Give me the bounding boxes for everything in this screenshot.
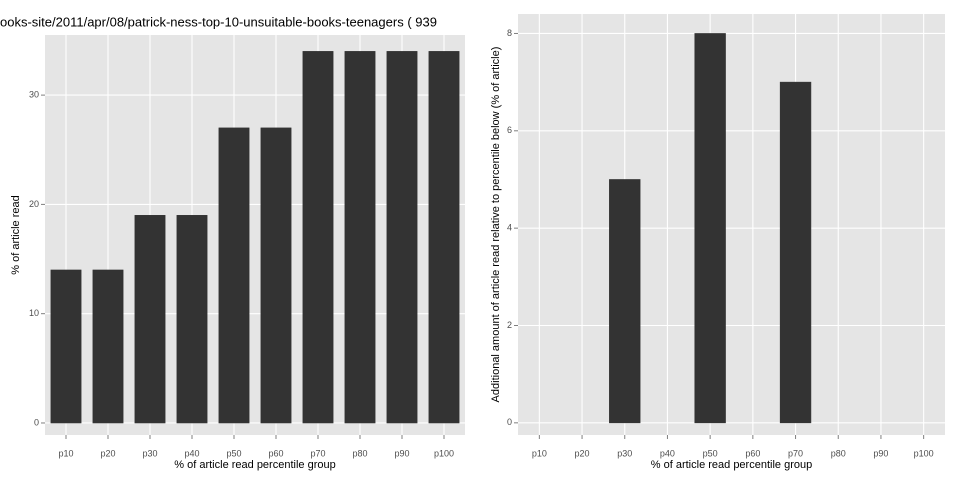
bar bbox=[694, 33, 726, 424]
bar bbox=[134, 215, 166, 424]
x-tick-label: p20 bbox=[100, 448, 115, 458]
y-tick-label: 0 bbox=[507, 417, 512, 427]
bar bbox=[428, 51, 460, 424]
bar bbox=[344, 51, 376, 424]
y-tick-label: 6 bbox=[507, 125, 512, 135]
y-axis-title: % of article read bbox=[10, 195, 22, 274]
y-tick-label: 0 bbox=[34, 417, 39, 427]
x-tick-label: p10 bbox=[58, 448, 73, 458]
y-tick-label: 4 bbox=[507, 223, 512, 233]
bar bbox=[176, 215, 208, 424]
x-tick-label: p80 bbox=[352, 448, 367, 458]
plot-panel bbox=[518, 14, 945, 435]
bar bbox=[218, 127, 250, 424]
x-tick-label: p50 bbox=[703, 448, 718, 458]
bar bbox=[609, 179, 641, 424]
bar bbox=[50, 269, 82, 424]
chart-title: ooks-site/2011/apr/08/patrick-ness-top-1… bbox=[0, 14, 437, 29]
x-tick-label: p100 bbox=[914, 448, 934, 458]
x-tick-label: p100 bbox=[434, 448, 454, 458]
x-tick-label: p20 bbox=[575, 448, 590, 458]
x-tick-label: p10 bbox=[532, 448, 547, 458]
x-axis-title: % of article read percentile group bbox=[651, 459, 812, 471]
x-tick-label: p40 bbox=[660, 448, 675, 458]
bar bbox=[92, 269, 124, 424]
bar bbox=[779, 81, 812, 424]
x-tick-label: p90 bbox=[394, 448, 409, 458]
y-axis-title: Additional amount of article read relati… bbox=[490, 47, 502, 403]
x-tick-label: p50 bbox=[226, 448, 241, 458]
bar bbox=[386, 51, 418, 424]
x-tick-label: p70 bbox=[788, 448, 803, 458]
x-tick-label: p40 bbox=[184, 448, 199, 458]
bar bbox=[260, 127, 292, 424]
x-axis-title: % of article read percentile group bbox=[174, 459, 335, 471]
y-tick-label: 20 bbox=[29, 199, 39, 209]
x-tick-label: p80 bbox=[831, 448, 846, 458]
x-tick-label: p30 bbox=[617, 448, 632, 458]
x-tick-label: p70 bbox=[310, 448, 325, 458]
x-tick-label: p30 bbox=[142, 448, 157, 458]
x-tick-label: p90 bbox=[873, 448, 888, 458]
bar bbox=[302, 51, 334, 424]
x-tick-label: p60 bbox=[745, 448, 760, 458]
y-tick-label: 10 bbox=[29, 308, 39, 318]
y-tick-label: 30 bbox=[29, 89, 39, 99]
x-tick-label: p60 bbox=[268, 448, 283, 458]
y-tick-label: 2 bbox=[507, 320, 512, 330]
y-tick-label: 8 bbox=[507, 28, 512, 38]
